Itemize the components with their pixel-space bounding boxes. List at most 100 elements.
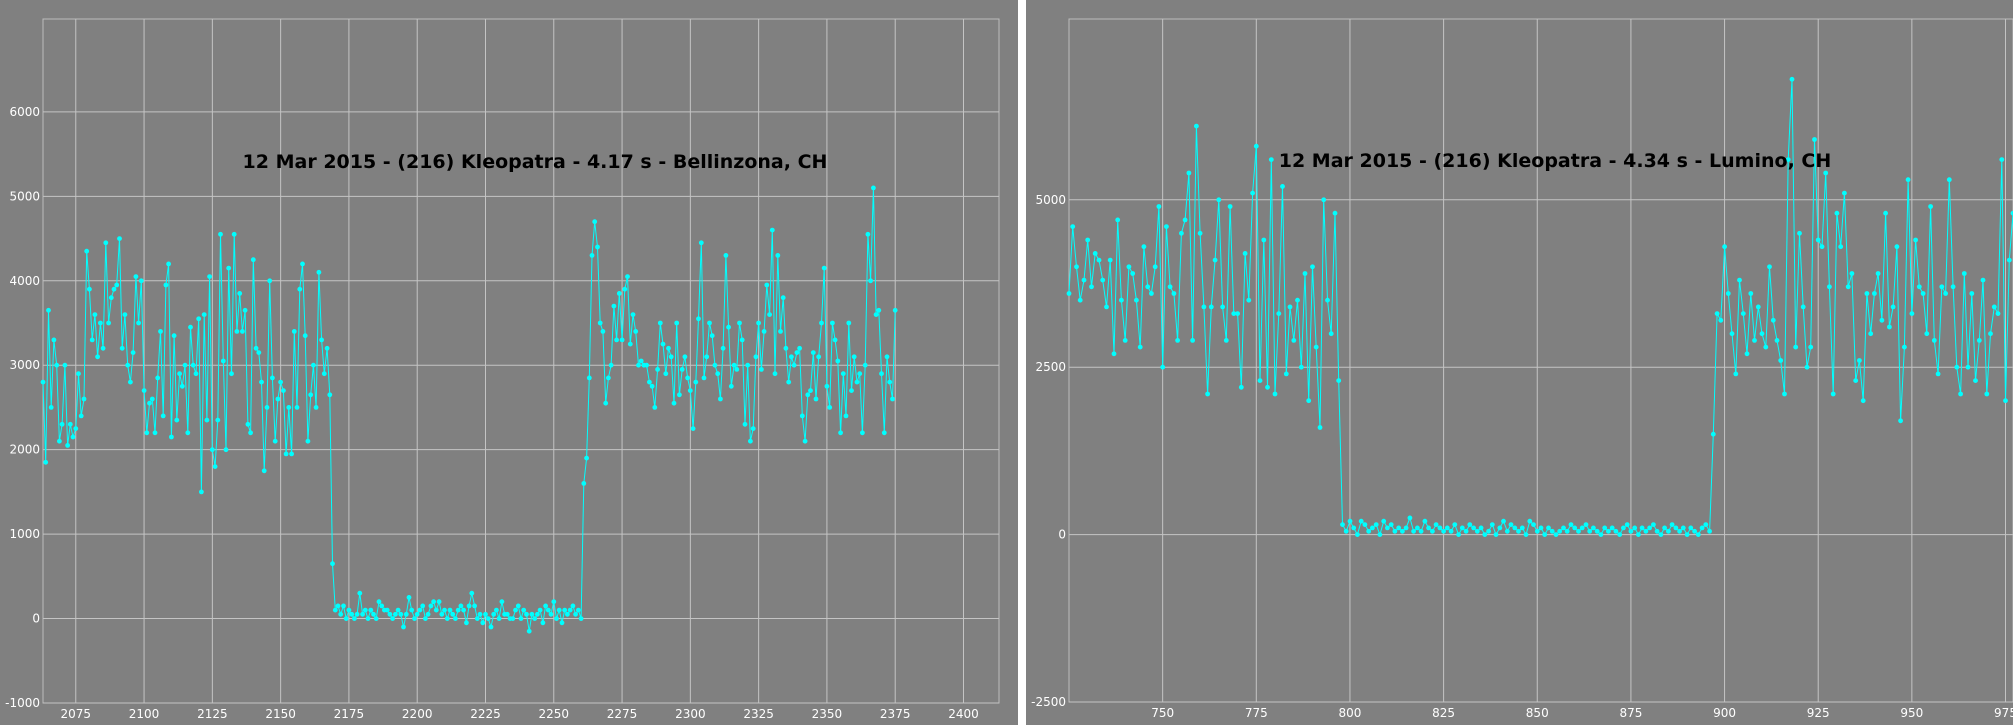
data-point [1160,364,1166,370]
data-point [879,371,884,377]
data-point [179,383,185,389]
data-point [138,278,144,284]
data-point [229,371,234,377]
data-point [1343,528,1349,534]
data-point [1081,277,1087,283]
data-point [846,320,852,326]
data-point [677,392,682,398]
data-point [1478,525,1484,531]
data-point [412,616,417,621]
data-point [1403,525,1409,531]
data-point [133,274,139,279]
data-point [1287,304,1293,310]
data-point [1658,532,1664,537]
data-point [515,603,521,609]
data-point [652,405,658,410]
data-point [638,358,644,364]
data-point [701,375,707,381]
data-point [1134,297,1139,303]
data-point [313,405,319,410]
data-point [166,261,172,267]
data-point [622,286,628,292]
data-point [169,434,174,440]
chart-title: 12 Mar 2015 - (216) Kleopatra - 4.34 s -… [1279,150,1832,172]
data-point [390,616,395,621]
data-point [1208,304,1214,310]
data-point [1190,338,1195,343]
x-tick-label: 775 [1245,706,1268,720]
data-point [1718,317,1724,323]
data-point [76,371,81,377]
data-point [1115,217,1121,223]
data-point [316,269,322,275]
data-point [1486,528,1491,534]
data-point [1797,230,1802,236]
data-point [1377,532,1383,537]
data-point [362,607,368,613]
data-point [70,434,76,440]
data-point [261,468,267,474]
data-point [1325,297,1330,303]
data-point [1171,291,1177,296]
data-point [1744,351,1750,357]
data-point [1164,224,1169,230]
data-point [619,337,625,343]
data-point [223,447,229,453]
chart-panel-bellinzona: 2075 2100 2125 2150 2175 2200 2225 2250 2275 2300… [0,0,1018,725]
series-line [42,187,896,632]
data-point [1752,338,1757,343]
data-point [1137,344,1143,350]
data-point [428,603,434,609]
data-point [578,616,584,621]
data-point [1415,525,1420,531]
data-point [474,616,480,621]
data-point [270,375,275,381]
data-point [1235,311,1240,316]
data-point [373,616,379,621]
data-point [92,312,98,317]
data-point [611,303,617,309]
data-point [1632,525,1638,531]
data-point [565,611,570,617]
data-point [57,438,62,444]
data-point [1426,525,1431,531]
data-point [1793,344,1799,350]
data-point [294,405,300,410]
data-point [1126,264,1132,270]
data-point [466,603,472,609]
data-point [1227,204,1233,209]
data-point [1119,297,1124,303]
x-tick-label: 2275 [607,707,638,721]
data-point [573,611,578,617]
data-point [87,286,92,292]
data-point [360,611,365,617]
data-point [647,379,652,385]
data-point [1179,230,1184,236]
data-point [1370,525,1375,531]
data-point [1261,237,1267,243]
data-point [1647,525,1652,531]
data-point [671,400,677,406]
data-point [89,337,95,343]
data-point [1830,391,1836,397]
data-point [756,320,761,326]
data-point [682,354,688,360]
chart-panel-lumino: 750 775 800 825 850 875 900 925 950 975 -2500 0 2500… [1026,0,2013,725]
data-point [1194,123,1199,129]
data-point [1448,528,1454,534]
data-point [1872,291,1877,296]
x-tick-label: 2075 [61,707,92,721]
data-point [838,430,843,436]
data-point [1351,525,1357,531]
data-point [259,379,264,385]
data-point [1609,525,1615,531]
data-point [1452,522,1458,527]
data-point [1534,528,1540,534]
data-point [1388,522,1394,527]
data-point [1834,210,1840,216]
data-point [160,413,166,419]
data-point [843,413,849,419]
data-point [554,616,559,621]
data-point [1815,237,1821,243]
data-point [854,379,860,385]
